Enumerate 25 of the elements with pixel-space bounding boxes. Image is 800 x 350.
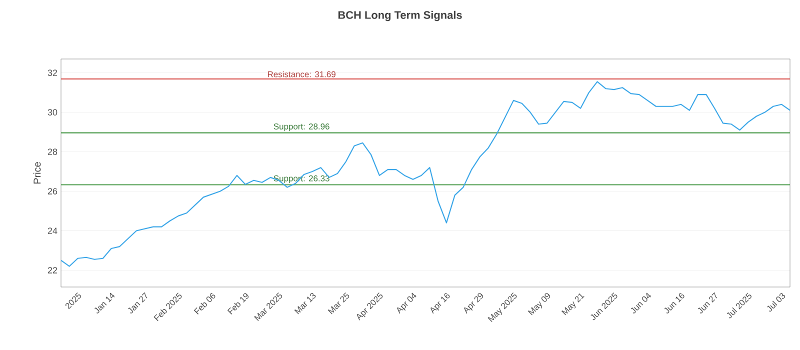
x-tick-label: Apr 29 — [464, 293, 484, 314]
x-tick-label: Feb 19 — [227, 293, 249, 314]
x-tick-label: Jun 16 — [664, 292, 684, 314]
x-tick-label: Jan 27 — [128, 292, 148, 314]
x-tick-label: Jun 04 — [630, 292, 651, 314]
x-tick-label: Jul 03 — [767, 293, 786, 312]
y-tick-label: 24 — [48, 228, 58, 234]
x-tick-label: May 09 — [528, 293, 550, 316]
y-tick-label: 26 — [48, 188, 58, 194]
x-tick-label: Apr 16 — [430, 292, 450, 314]
y-tick-label: 22 — [48, 267, 58, 274]
x-tick-label: Mar 13 — [294, 292, 316, 314]
x-tick-label: Apr 04 — [397, 292, 416, 314]
ref-line-label: Support: 28.96 — [274, 123, 330, 132]
chart-title: BCH Long Term Signals — [338, 10, 462, 22]
x-tick-label: Feb 06 — [194, 293, 216, 314]
y-axis-title: Price — [33, 162, 41, 184]
x-tick-label: May 21 — [561, 293, 584, 316]
x-tick-label: Jun 27 — [698, 292, 718, 314]
ref-line-label: Resistance: 31.69 — [268, 71, 336, 78]
y-tick-label: 32 — [48, 70, 58, 76]
x-tick-label: Mar 25 — [328, 292, 350, 314]
y-tick-label: 30 — [48, 109, 58, 116]
x-tick-label: Jan 14 — [94, 292, 115, 314]
y-tick-label: 28 — [48, 148, 58, 155]
